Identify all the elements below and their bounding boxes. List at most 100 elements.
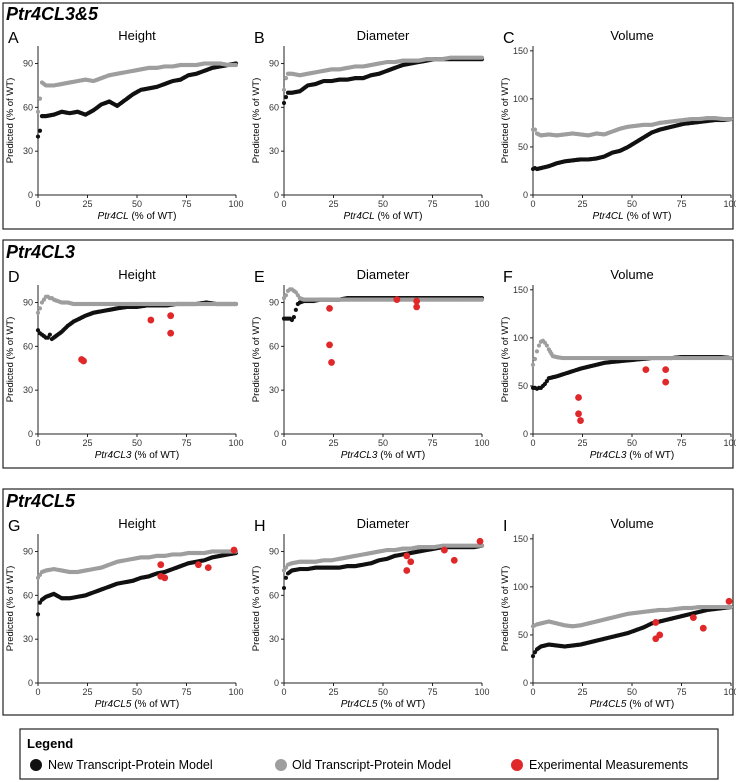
y-axis-label: Predicted (% of WT) xyxy=(5,566,16,652)
y-axis-label: Predicted (% of WT) xyxy=(500,566,511,652)
old-model-point xyxy=(35,109,41,114)
y-tick-label: 30 xyxy=(269,385,279,395)
x-tick-label: 25 xyxy=(82,199,92,209)
experimental-point xyxy=(326,304,333,312)
old-model-point xyxy=(728,355,734,361)
x-tick-label: 0 xyxy=(281,438,286,448)
y-tick-label: 60 xyxy=(23,102,33,112)
experimental-point xyxy=(642,366,650,373)
experimental-point xyxy=(157,561,165,569)
x-tick-label: 100 xyxy=(723,438,736,448)
y-tick-label: 150 xyxy=(513,285,528,295)
old-model-point xyxy=(479,543,485,548)
x-tick-label: 25 xyxy=(577,199,587,209)
series-experimental xyxy=(652,597,733,643)
old-model-point xyxy=(37,306,43,311)
x-tick-label: 0 xyxy=(530,687,535,697)
x-axis-label-unit: (% of WT) xyxy=(375,211,423,222)
y-tick-label: 30 xyxy=(269,634,279,644)
old-model-point xyxy=(479,55,485,60)
new-model-point xyxy=(281,100,287,106)
experimental-point xyxy=(167,329,175,337)
x-axis-label: Ptr4CL (% of WT) xyxy=(98,211,177,222)
experimental-point xyxy=(403,552,411,560)
x-tick-label: 25 xyxy=(577,687,587,697)
new-model-point xyxy=(281,585,287,591)
x-tick-label: 75 xyxy=(676,438,686,448)
x-tick-label: 50 xyxy=(378,199,388,209)
experimental-point xyxy=(393,296,401,304)
new-model-point xyxy=(37,128,43,133)
old-model-point xyxy=(283,293,289,298)
experimental-point xyxy=(80,357,87,365)
legend-marker-old xyxy=(275,759,287,771)
group-title: Ptr4CL3 xyxy=(6,242,75,262)
experimental-point xyxy=(440,546,448,554)
x-tick-label: 50 xyxy=(627,438,637,448)
group-box-ptr4cl5 xyxy=(2,488,734,716)
x-tick-label: 50 xyxy=(132,687,142,697)
experimental-point xyxy=(476,537,484,545)
experimental-point xyxy=(230,546,238,554)
series-old-model xyxy=(281,287,485,302)
new-model-point xyxy=(47,332,52,337)
panel-title: Diameter xyxy=(357,267,410,282)
y-tick-label: 0 xyxy=(28,429,33,439)
experimental-point xyxy=(194,561,202,569)
y-tick-label: 0 xyxy=(523,678,528,688)
x-axis-label-unit: (% of WT) xyxy=(626,699,674,710)
x-axis-label-gene: Ptr4CL5 xyxy=(341,699,378,710)
experimental-point xyxy=(161,574,169,582)
experimental-point xyxy=(689,614,697,622)
x-tick-label: 100 xyxy=(474,199,489,209)
y-tick-label: 60 xyxy=(269,590,279,600)
new-model-point xyxy=(283,575,289,580)
y-axis-label: Predicted (% of WT) xyxy=(251,566,262,652)
x-axis-label-unit: (% of WT) xyxy=(131,450,179,461)
y-tick-label: 30 xyxy=(23,146,33,156)
group-box-ptr4cl3 xyxy=(2,239,734,469)
panel-letter: B xyxy=(254,30,265,47)
panel-letter: H xyxy=(254,518,266,535)
y-tick-label: 150 xyxy=(513,534,528,544)
panel-letter: D xyxy=(8,269,20,286)
experimental-point xyxy=(577,417,584,424)
x-tick-label: 75 xyxy=(676,687,686,697)
panel-title: Diameter xyxy=(357,516,410,531)
y-tick-label: 90 xyxy=(269,298,279,308)
x-axis-label: Ptr4CL (% of WT) xyxy=(344,211,423,222)
x-tick-label: 50 xyxy=(378,438,388,448)
panel-letter: E xyxy=(254,269,265,286)
series-new-model xyxy=(35,550,239,617)
legend: Legend New Transcript-Protein Model Old … xyxy=(19,728,719,780)
y-tick-label: 0 xyxy=(28,678,33,688)
x-axis-label-gene: Ptr4CL5 xyxy=(95,699,132,710)
x-tick-label: 75 xyxy=(427,687,437,697)
x-tick-label: 50 xyxy=(627,687,637,697)
y-tick-label: 0 xyxy=(274,678,279,688)
old-model-point xyxy=(728,604,734,610)
panel-title: Height xyxy=(118,28,156,43)
y-tick-label: 60 xyxy=(269,102,279,112)
series-experimental xyxy=(78,312,175,365)
x-tick-label: 75 xyxy=(181,687,191,697)
series-experimental xyxy=(157,546,238,582)
panel-letter: A xyxy=(8,30,19,47)
experimental-point xyxy=(662,378,670,386)
chart-panel-g: G Height 0 30 60 90 0 25 50 75 100 Predicted (% of … xyxy=(5,516,244,710)
old-model-point xyxy=(281,87,287,92)
panel-title: Volume xyxy=(610,516,653,531)
old-model-point xyxy=(530,362,536,367)
x-tick-label: 100 xyxy=(228,438,243,448)
legend-box xyxy=(19,728,719,780)
old-model-point xyxy=(532,127,538,132)
x-tick-label: 0 xyxy=(35,438,40,448)
x-axis-label-unit: (% of WT) xyxy=(377,699,425,710)
x-tick-label: 75 xyxy=(181,199,191,209)
series-old-model xyxy=(35,61,239,114)
legend-marker-new xyxy=(30,759,42,771)
y-axis-label: Predicted (% of WT) xyxy=(251,78,262,164)
y-tick-label: 0 xyxy=(274,429,279,439)
x-tick-label: 0 xyxy=(281,199,286,209)
experimental-point xyxy=(450,556,458,564)
